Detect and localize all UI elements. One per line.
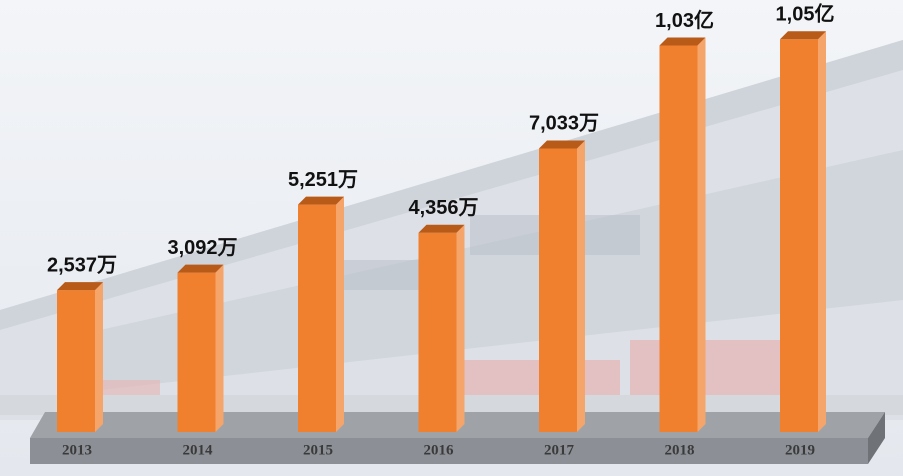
x-tick-label: 2019 — [785, 442, 815, 458]
x-tick-label: 2018 — [665, 442, 695, 458]
bar-face — [418, 224, 465, 233]
bar-face — [57, 290, 95, 432]
bar-face — [336, 196, 344, 432]
bar — [780, 31, 826, 432]
bar-face — [780, 39, 818, 432]
bar-face — [418, 232, 457, 432]
bar — [418, 224, 465, 432]
value-label: 4,356万 — [408, 197, 478, 219]
bar-face — [298, 196, 344, 205]
value-label: 1,03亿 — [655, 8, 714, 32]
bar-face — [818, 31, 826, 432]
bar-face — [215, 264, 224, 432]
bar-face — [539, 140, 585, 149]
bar-face — [659, 37, 706, 46]
bar-face — [659, 45, 698, 433]
bar-face — [177, 264, 224, 273]
x-tick-label: 2017 — [544, 442, 575, 458]
bar-face — [539, 148, 577, 432]
bar-face — [95, 282, 103, 432]
value-label: 5,251万 — [288, 169, 358, 191]
bar-face — [57, 282, 103, 291]
bar — [298, 196, 344, 432]
x-tick-label: 2013 — [62, 442, 92, 458]
bar-face — [697, 37, 706, 433]
value-label: 1,05亿 — [776, 2, 835, 26]
value-label: 7,033万 — [529, 113, 599, 135]
x-tick-label: 2016 — [424, 442, 455, 458]
bar-face — [577, 140, 585, 432]
bar-face — [177, 272, 216, 432]
x-tick-label: 2015 — [303, 442, 333, 458]
bar — [177, 264, 224, 432]
bar — [539, 140, 585, 432]
bar-face — [780, 31, 826, 40]
bar-face — [456, 224, 465, 432]
bar — [659, 37, 706, 433]
value-label: 2,537万 — [47, 254, 117, 276]
x-tick-label: 2014 — [183, 442, 214, 458]
bar-face — [298, 204, 336, 432]
value-label: 3,092万 — [167, 237, 237, 259]
bar — [57, 282, 103, 432]
